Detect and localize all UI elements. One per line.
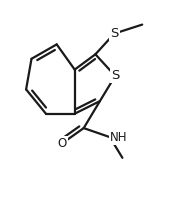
Text: S: S [111, 69, 119, 82]
Text: S: S [110, 27, 118, 40]
Text: NH: NH [110, 131, 127, 144]
Text: O: O [57, 137, 67, 150]
